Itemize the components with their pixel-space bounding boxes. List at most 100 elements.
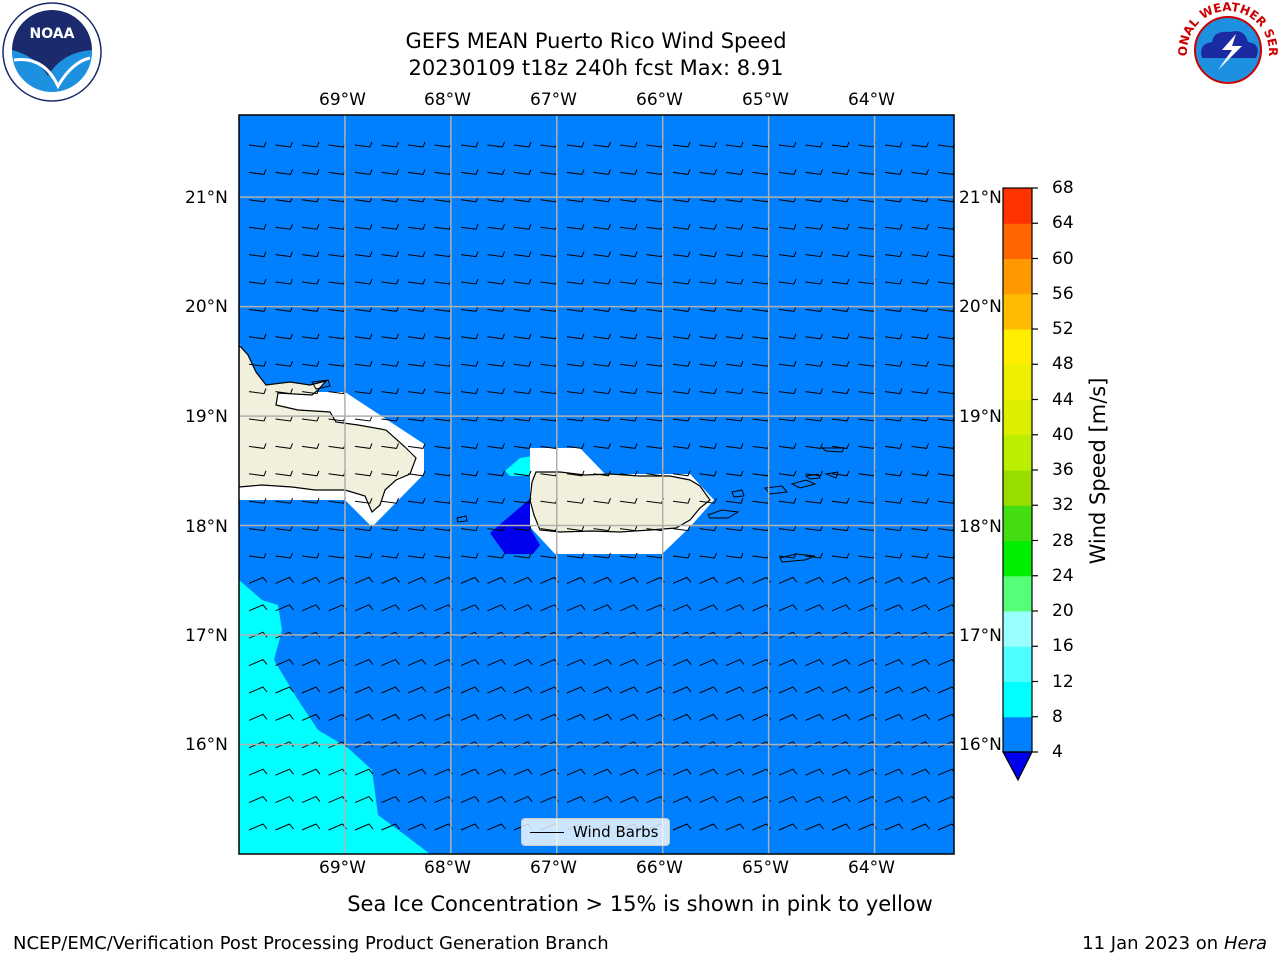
wind-barb (248, 795, 268, 804)
wind-barb (672, 713, 692, 721)
wind-barb (301, 196, 320, 203)
wind-barb (381, 169, 399, 175)
lon-label-top-68w: 68°W (424, 90, 471, 110)
wind-barb (911, 823, 930, 831)
wind-barb (460, 388, 479, 395)
chart-title-line1: GEFS MEAN Puerto Rico Wind Speed (405, 29, 787, 53)
wind-barb (487, 443, 505, 449)
wind-barb (593, 470, 611, 477)
wind-barb (513, 795, 533, 804)
wind-barb (884, 415, 903, 422)
vieques-island (707, 509, 740, 519)
wind-barb (805, 686, 824, 694)
wind-barb (407, 713, 427, 721)
wind-barb (805, 361, 823, 367)
wind-barb (884, 361, 903, 367)
lon-label-top-65w: 65°W (742, 90, 789, 110)
wind-barb (354, 713, 374, 721)
cyan-wind-region (239, 580, 430, 854)
wind-barb (248, 415, 267, 422)
wind-barb (911, 604, 930, 612)
wind-barb (619, 333, 638, 340)
wind-barb (831, 470, 850, 477)
legend-wind-barb-line (530, 832, 564, 833)
wind-barb (619, 306, 638, 312)
wind-barb (381, 415, 399, 422)
wind-barb (513, 470, 532, 477)
wind-barb (407, 498, 426, 504)
colorbar-segment (1003, 329, 1032, 365)
wind-barb (301, 224, 320, 230)
colorbar-segment (1003, 611, 1032, 647)
wind-barb (725, 251, 744, 258)
wind-barb (699, 713, 718, 721)
wind-barb (301, 686, 321, 694)
wind-barb (725, 443, 744, 449)
colorbar-segment (1003, 716, 1032, 753)
wind-barb (831, 576, 851, 584)
wind-barb (937, 713, 954, 721)
wind-barb (407, 525, 426, 532)
wind-barb (566, 470, 585, 477)
wind-barb (699, 333, 717, 340)
wind-barb (805, 576, 824, 584)
wind-barb (672, 169, 691, 175)
wind-barb (725, 388, 744, 395)
wind-barb (460, 604, 480, 612)
wind-barb (487, 768, 506, 776)
wind-barb (884, 713, 904, 721)
wind-barb (487, 306, 505, 312)
wind-barb (778, 141, 797, 148)
colorbar-tick-label: 56 (1052, 283, 1074, 304)
wind-barb (407, 470, 426, 477)
lat-label-right-19n: 19°N (959, 407, 1002, 427)
hispaniola-land (239, 344, 417, 513)
wind-barb (301, 713, 321, 721)
wind-barb (407, 823, 427, 831)
wind-barb (725, 470, 744, 477)
wind-barb (672, 443, 691, 449)
wind-barb (884, 604, 904, 612)
wind-barb (301, 658, 321, 667)
wind-barb (884, 823, 904, 831)
wind-barb (805, 306, 823, 312)
wind-barb (566, 196, 585, 203)
wind-barb (699, 224, 717, 230)
wind-barb (619, 196, 638, 203)
wind-barb (381, 333, 399, 340)
wind-barb (725, 658, 745, 667)
wind-barb (831, 333, 850, 340)
wind-barb (354, 333, 373, 340)
wind-barb (619, 576, 639, 584)
wind-barb (460, 552, 479, 559)
wind-barb (354, 196, 373, 203)
wind-barb (699, 525, 717, 532)
wind-barb (381, 251, 399, 258)
wind-barb (354, 576, 374, 584)
lon-label-top-64w: 64°W (848, 90, 895, 110)
footer-date-text: 11 Jan 2023 on (1082, 933, 1224, 954)
wind-barb (275, 278, 293, 285)
wind-barb (354, 251, 373, 258)
wind-barb (672, 306, 691, 312)
wind-barb (566, 658, 586, 667)
wind-barb (248, 525, 267, 532)
wind-barb (937, 143, 954, 148)
wind-barb (381, 525, 399, 532)
wind-barb (831, 713, 851, 721)
wind-barb (407, 686, 427, 694)
wind-barb (778, 470, 797, 477)
wind-barb (593, 498, 611, 504)
wind-barb (937, 604, 954, 612)
wind-barb (248, 361, 267, 367)
map-grid (239, 115, 954, 854)
wind-barb (354, 443, 373, 449)
wind-barb (937, 444, 954, 449)
wind-barb (275, 823, 294, 831)
wind-barb (778, 388, 797, 395)
wind-barb (937, 526, 954, 532)
wind-barb (566, 169, 585, 175)
wind-barb (884, 251, 903, 258)
wind-barb (937, 554, 954, 559)
wind-barb (672, 795, 692, 804)
